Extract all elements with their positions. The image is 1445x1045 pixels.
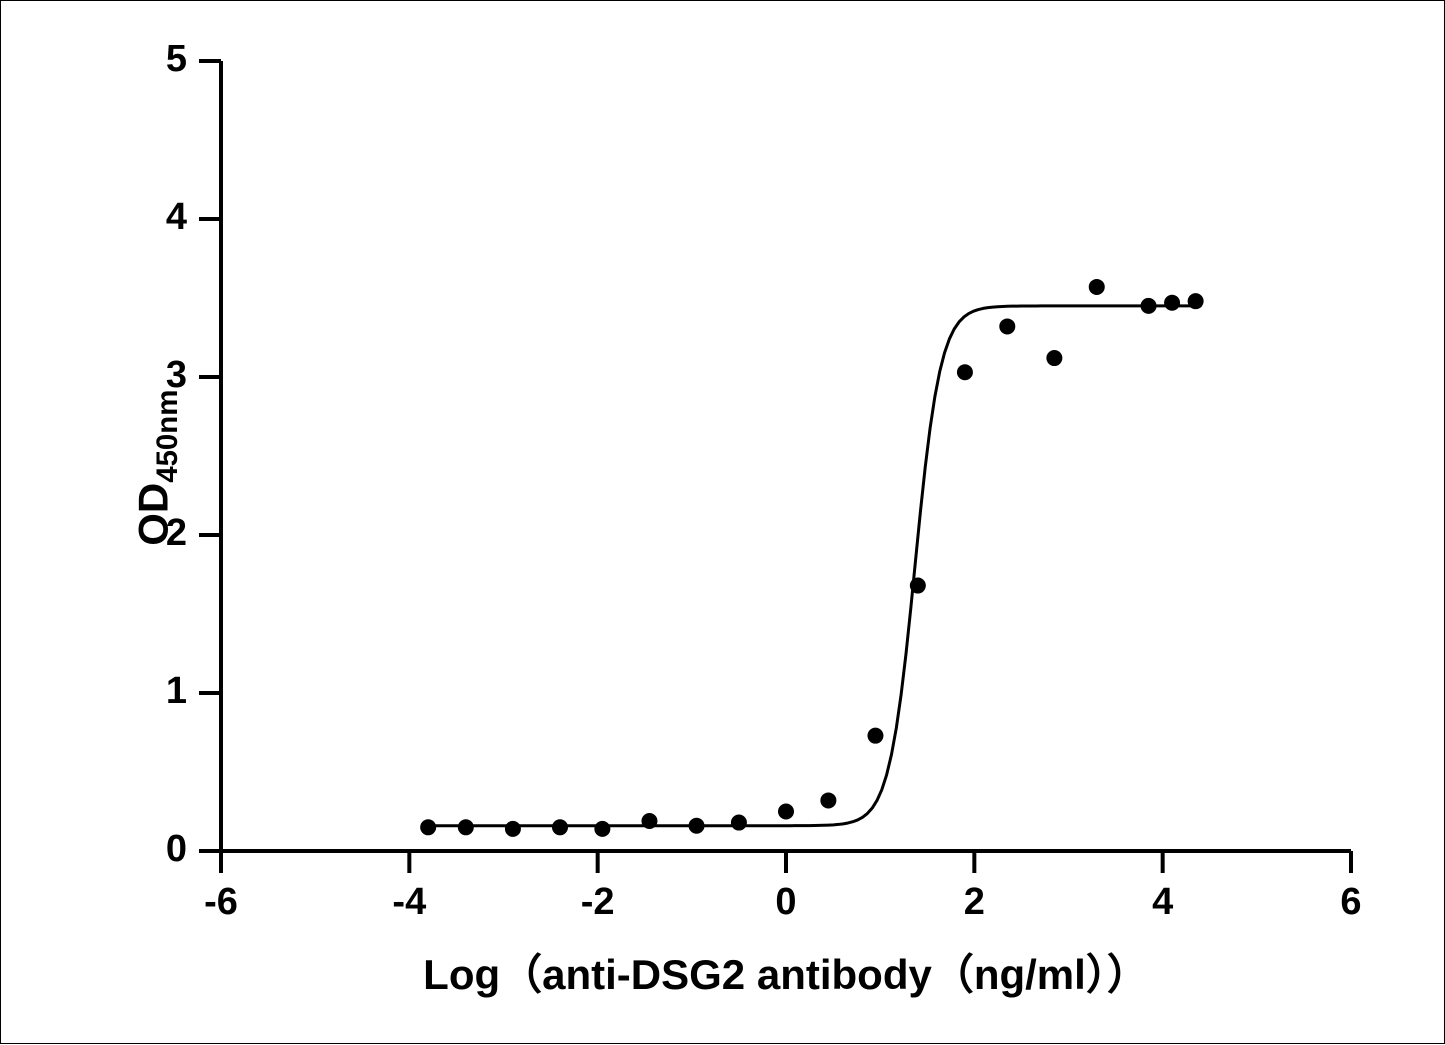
data-point xyxy=(1046,350,1062,366)
x-tick-label: -4 xyxy=(392,881,426,924)
data-point xyxy=(910,578,926,594)
data-point xyxy=(867,728,883,744)
data-point xyxy=(641,813,657,829)
data-point xyxy=(999,318,1015,334)
x-tick-label: 4 xyxy=(1152,881,1173,924)
data-point xyxy=(778,804,794,820)
data-point xyxy=(731,815,747,831)
y-tick-label: 5 xyxy=(166,38,187,81)
fit-curve xyxy=(428,306,1200,826)
y-tick-label: 3 xyxy=(166,354,187,397)
data-point xyxy=(420,819,436,835)
y-tick-label: 4 xyxy=(166,196,187,239)
data-point xyxy=(505,821,521,837)
x-axis-label: Log（anti-DSG2 antibody（ng/ml）） xyxy=(221,941,1351,1002)
x-tick-label: 0 xyxy=(775,881,796,924)
x-tick-label: 6 xyxy=(1340,881,1361,924)
x-tick-label: -2 xyxy=(581,881,615,924)
data-point xyxy=(957,364,973,380)
data-point xyxy=(1141,298,1157,314)
data-point xyxy=(458,819,474,835)
data-point xyxy=(1089,279,1105,295)
y-tick-label: 0 xyxy=(166,828,187,871)
x-tick-label: -6 xyxy=(204,881,238,924)
data-point xyxy=(552,819,568,835)
y-tick-label: 1 xyxy=(166,670,187,713)
x-tick-label: 2 xyxy=(964,881,985,924)
data-point xyxy=(689,818,705,834)
data-point xyxy=(820,792,836,808)
chart-container: { "chart": { "type": "scatter-with-fit",… xyxy=(0,0,1445,1044)
data-point xyxy=(1164,295,1180,311)
data-point xyxy=(1188,293,1204,309)
y-tick-label: 2 xyxy=(166,512,187,555)
data-point xyxy=(594,821,610,837)
